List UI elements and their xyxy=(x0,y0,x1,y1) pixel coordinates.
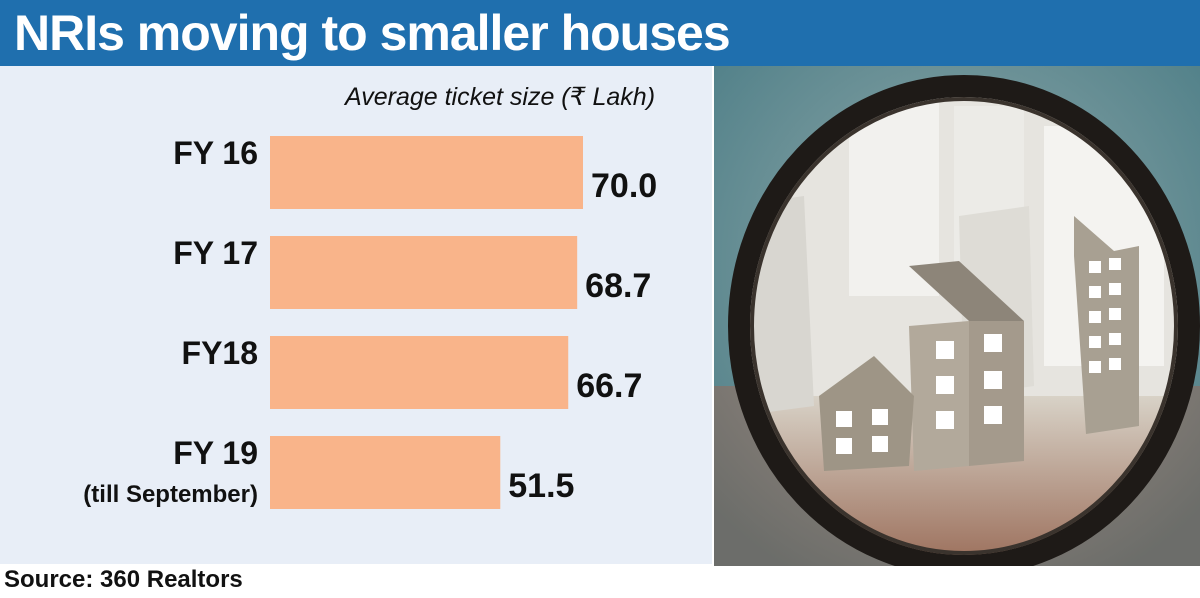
header-bar: NRIs moving to smaller houses xyxy=(0,0,1200,66)
magnifying-glass-houses-icon xyxy=(714,66,1200,577)
value-label-0: 70.0 xyxy=(591,167,657,205)
value-label-3: 51.5 xyxy=(508,467,574,505)
bar-0 xyxy=(270,136,583,209)
bar-2 xyxy=(270,336,569,409)
bar-chart: 70.0 FY 16 68.7 FY 17 66.7 FY18 51.5 FY 19 (till… xyxy=(83,135,657,509)
category-label-0: FY 16 xyxy=(173,135,258,171)
category-label-3: FY 19 xyxy=(173,435,258,471)
chart-subtitle: Average ticket size (₹ Lakh) xyxy=(345,83,656,111)
category-label-1: FY 17 xyxy=(173,235,258,271)
page-title: NRIs moving to smaller houses xyxy=(14,5,731,61)
category-label-2: FY18 xyxy=(182,335,258,371)
source-note: Source: 360 Realtors xyxy=(4,566,243,593)
category-label-3-sub: (till September) xyxy=(83,481,258,508)
value-label-1: 68.7 xyxy=(585,267,651,305)
bar-1 xyxy=(270,236,578,309)
value-label-2: 66.7 xyxy=(576,367,642,405)
bar-3 xyxy=(270,436,501,509)
